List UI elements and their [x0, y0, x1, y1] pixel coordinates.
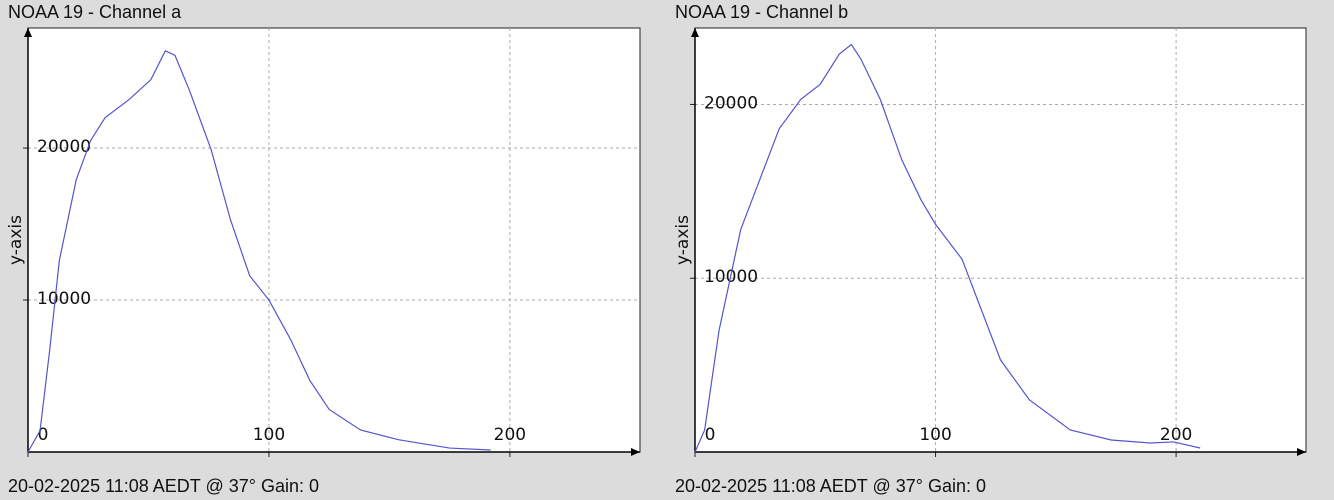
data-line	[27, 50, 491, 453]
footer-clip	[366, 475, 640, 500]
x-tick-label: 200	[1160, 425, 1192, 445]
footer: 20-02-2025 11:08 AEDT @ 37° Gain: 0	[675, 476, 986, 496]
data-line	[694, 43, 1201, 453]
plot-area	[27, 27, 641, 453]
y-axis-label: y-axis	[673, 215, 693, 265]
y-arrow	[691, 28, 699, 37]
chart-title: NOAA 19 - Channel b	[675, 2, 848, 22]
x-tick-label: 100	[253, 425, 285, 445]
x-arrow	[631, 448, 640, 456]
y-tick-label: 20000	[37, 137, 91, 157]
x-tick-label: 0	[705, 425, 716, 445]
chart-title: NOAA 19 - Channel a	[8, 2, 182, 22]
y-arrow	[24, 28, 32, 37]
x-arrow	[1297, 448, 1306, 456]
y-tick-label: 20000	[704, 93, 758, 113]
y-tick-label: 10000	[37, 289, 91, 309]
footer: 20-02-2025 11:08 AEDT @ 37° Gain: 0	[8, 476, 319, 496]
footer-clip	[1033, 475, 1306, 500]
y-axis-label: y-axis	[6, 215, 26, 265]
x-tick-label: 200	[494, 425, 526, 445]
x-tick-label: 0	[38, 425, 49, 445]
x-tick-label: 100	[919, 425, 951, 445]
plot-area	[694, 27, 1307, 453]
